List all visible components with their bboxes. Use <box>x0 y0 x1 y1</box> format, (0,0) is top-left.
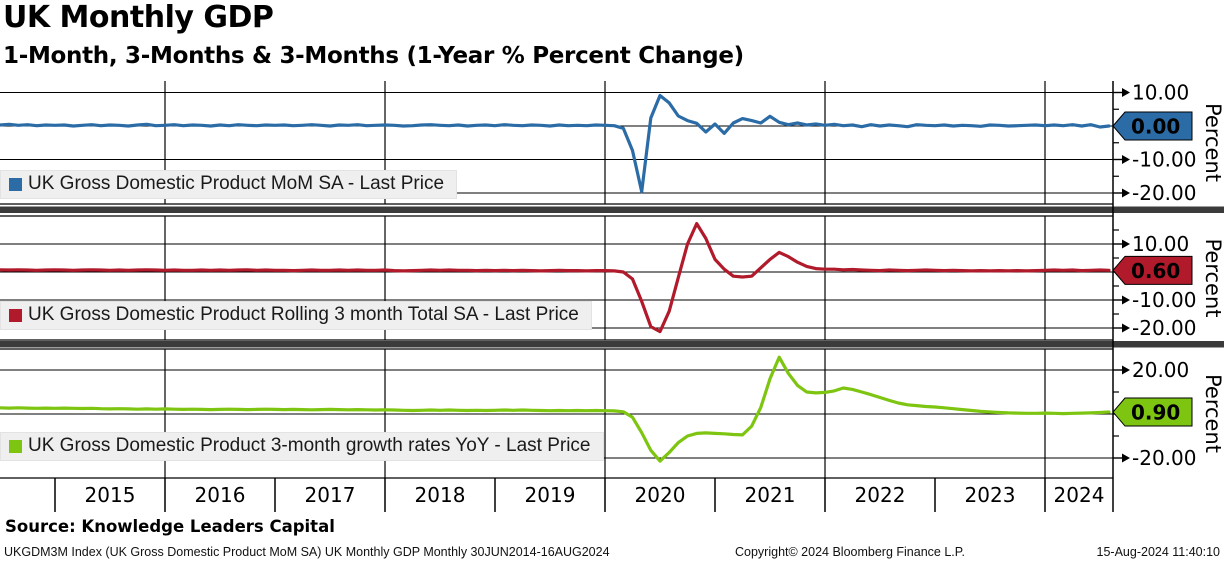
x-axis-year-label: 2022 <box>855 483 906 507</box>
legend-label-gdp-3m-yoy: UK Gross Domestic Product 3-month growth… <box>28 435 591 456</box>
last-price-tag <box>1112 397 1193 427</box>
y-tick-label: 10.00 <box>1132 232 1189 256</box>
y-tick-arrow-icon <box>1122 239 1130 249</box>
y-axis-title: Percent <box>1201 103 1224 182</box>
footnote-index-info: UKGDM3M Index (UK Gross Domestic Product… <box>4 545 610 559</box>
y-tick-label: 10.00 <box>1132 81 1189 105</box>
source-credit: Source: Knowledge Leaders Capital <box>5 517 335 536</box>
footnote-bar: UKGDM3M Index (UK Gross Domestic Product… <box>0 545 1224 563</box>
chart-canvas[interactable]: 10.000.00-10.00-20.000.00Percent10.000.0… <box>0 78 1224 518</box>
x-axis-year-label: 2018 <box>415 483 466 507</box>
panel-separator-bar[interactable] <box>0 341 1224 348</box>
legend-gdp-rolling-3m: UK Gross Domestic Product Rolling 3 mont… <box>0 301 592 330</box>
y-tick-label: 20.00 <box>1132 358 1189 382</box>
page-title: UK Monthly GDP <box>3 0 274 35</box>
last-price-tag-label: 0.00 <box>1131 115 1180 139</box>
panel-separator-bar[interactable] <box>0 206 1224 214</box>
footnote-copyright: Copyright© 2024 Bloomberg Finance L.P. <box>735 545 965 559</box>
y-tick-arrow-icon <box>1122 295 1130 305</box>
series-line-2 <box>0 355 1111 463</box>
y-tick-arrow-icon <box>1122 365 1130 375</box>
legend-label-gdp-mom: UK Gross Domestic Product MoM SA - Last … <box>28 173 445 194</box>
x-axis-year-label: 2017 <box>305 483 356 507</box>
y-tick-arrow-icon <box>1122 155 1130 164</box>
y-tick-arrow-icon <box>1122 188 1130 198</box>
y-tick-label: -10.00 <box>1132 288 1196 312</box>
last-price-tag-label: 0.90 <box>1131 401 1180 425</box>
legend-gdp-mom: UK Gross Domestic Product MoM SA - Last … <box>0 170 458 199</box>
x-axis-year-label: 2021 <box>745 483 796 507</box>
legend-swatch-blue-icon <box>9 177 22 191</box>
last-price-tag <box>1112 255 1193 285</box>
x-axis-year-label: 2024 <box>1054 483 1105 507</box>
y-tick-arrow-icon <box>1122 453 1130 463</box>
legend-label-gdp-rolling-3m: UK Gross Domestic Product Rolling 3 mont… <box>28 304 579 325</box>
x-axis-year-label: 2020 <box>635 483 686 507</box>
y-axis-title: Percent <box>1201 374 1224 453</box>
series-line-1 <box>0 222 1111 334</box>
footnote-timestamp: 15-Aug-2024 11:40:10 <box>1096 545 1220 559</box>
y-tick-label: -10.00 <box>1132 148 1196 172</box>
series-line-0 <box>0 93 1111 194</box>
page-subtitle: 1-Month, 3-Months & 3-Months (1-Year % P… <box>3 43 744 69</box>
last-price-tag <box>1112 111 1193 141</box>
last-price-tag-label: 0.60 <box>1131 259 1180 283</box>
legend-swatch-green-icon <box>9 439 22 453</box>
legend-gdp-3m-yoy: UK Gross Domestic Product 3-month growth… <box>0 432 604 461</box>
x-axis-year-label: 2016 <box>195 483 246 507</box>
y-axis-title: Percent <box>1201 238 1224 317</box>
x-axis-year-label: 2015 <box>85 483 136 507</box>
y-tick-arrow-icon <box>1122 323 1130 333</box>
y-tick-label: -20.00 <box>1132 446 1196 470</box>
y-tick-arrow-icon <box>1122 88 1130 97</box>
y-tick-label: -20.00 <box>1132 316 1196 340</box>
x-axis-year-label: 2019 <box>525 483 576 507</box>
y-tick-label: -20.00 <box>1132 181 1196 205</box>
legend-swatch-red-icon <box>9 308 22 322</box>
x-axis-year-label: 2023 <box>965 483 1016 507</box>
